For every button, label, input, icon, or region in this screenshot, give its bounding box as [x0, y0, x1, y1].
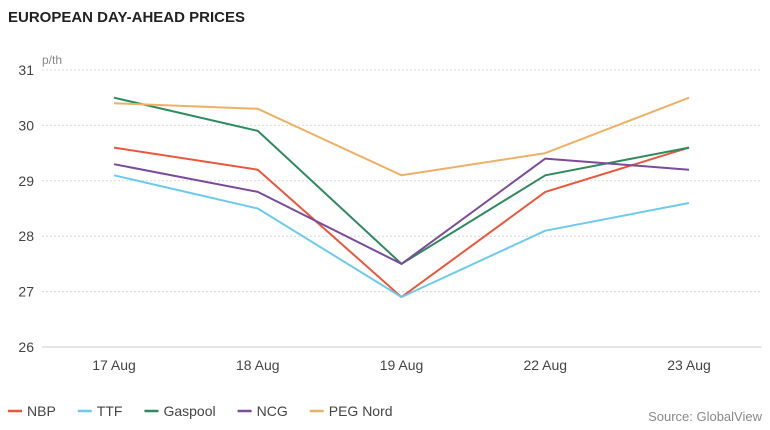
series-lines — [113, 96, 690, 299]
y-unit-label: p/th — [42, 53, 62, 67]
series-line-ttf — [113, 174, 690, 299]
legend-label-peg-nord: PEG Nord — [329, 403, 393, 419]
series-line-nbp — [113, 146, 690, 299]
legend: NBP TTF Gaspool NCG PEG Nord — [8, 403, 393, 419]
series-line-peg-nord — [113, 96, 690, 177]
grid-lines — [42, 69, 762, 348]
y-tick-label: 28 — [18, 228, 34, 244]
y-tick-label: 27 — [18, 284, 34, 300]
chart-title: EUROPEAN DAY-AHEAD PRICES — [8, 9, 245, 26]
series-line-ncg — [113, 157, 690, 265]
y-tick-label: 29 — [18, 173, 34, 189]
y-tick-label: 26 — [18, 339, 34, 355]
legend-label-nbp: NBP — [27, 403, 56, 419]
x-tick-label: 23 Aug — [667, 357, 711, 373]
x-tick-label: 18 Aug — [236, 357, 280, 373]
x-tick-label: 19 Aug — [380, 357, 424, 373]
x-tick-label: 17 Aug — [92, 357, 136, 373]
legend-label-ncg: NCG — [257, 403, 288, 419]
x-axis-ticks: 17 Aug 18 Aug 19 Aug 22 Aug 23 Aug — [92, 357, 711, 373]
legend-label-ttf: TTF — [97, 403, 123, 419]
source-note: Source: GlobalView — [648, 409, 763, 424]
y-tick-label: 31 — [18, 62, 34, 78]
y-axis-ticks: 26 27 28 29 30 31 — [18, 62, 34, 355]
y-tick-label: 30 — [18, 117, 34, 133]
x-tick-label: 22 Aug — [523, 357, 567, 373]
legend-label-gaspool: Gaspool — [163, 403, 215, 419]
